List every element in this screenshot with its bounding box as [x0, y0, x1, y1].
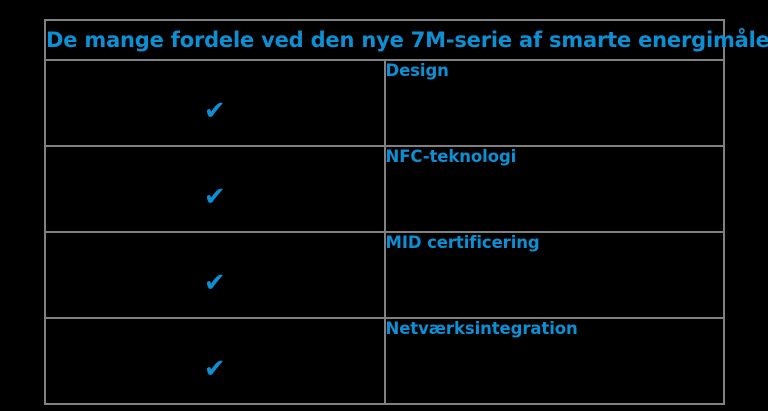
- benefit-cell: Design: [383, 59, 725, 147]
- benefit-label: Design: [385, 61, 449, 80]
- check-icon: ✔: [203, 96, 226, 126]
- check-cell: ✔: [44, 145, 386, 233]
- benefit-label: Netværksintegration: [385, 319, 578, 338]
- table-row: ✔ Netværksintegration: [44, 317, 725, 405]
- benefit-label: MID certificering: [385, 233, 540, 252]
- table-title: De mange fordele ved den nye 7M-serie af…: [46, 27, 768, 52]
- table-row: ✔ NFC-teknologi: [44, 145, 725, 233]
- check-cell: ✔: [44, 59, 386, 147]
- benefit-cell: Netværksintegration: [383, 317, 725, 405]
- benefit-label: NFC-teknologi: [385, 147, 517, 166]
- table-header-cell: De mange fordele ved den nye 7M-serie af…: [44, 19, 768, 61]
- benefit-cell: NFC-teknologi: [383, 145, 725, 233]
- check-icon: ✔: [203, 268, 226, 298]
- check-cell: ✔: [44, 317, 386, 405]
- table-row: ✔ MID certificering: [44, 231, 725, 319]
- benefit-cell: MID certificering: [383, 231, 725, 319]
- benefits-table: De mange fordele ved den nye 7M-serie af…: [44, 19, 768, 405]
- table-header-row: De mange fordele ved den nye 7M-serie af…: [44, 19, 768, 61]
- check-icon: ✔: [203, 182, 226, 212]
- check-cell: ✔: [44, 231, 386, 319]
- check-icon: ✔: [203, 354, 226, 384]
- table-row: ✔ Design: [44, 59, 725, 147]
